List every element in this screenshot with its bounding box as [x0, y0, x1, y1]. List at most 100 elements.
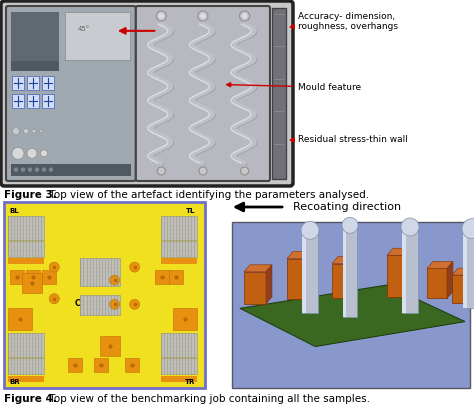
Polygon shape	[309, 252, 315, 299]
Bar	[155, 270, 169, 284]
Text: Top view of the artefact identifying the parameters analysed.: Top view of the artefact identifying the…	[46, 190, 369, 200]
Circle shape	[39, 130, 43, 133]
Bar	[272, 8, 286, 179]
Circle shape	[49, 168, 53, 171]
Circle shape	[15, 168, 18, 171]
Bar	[8, 241, 44, 257]
Bar	[81, 258, 120, 286]
Circle shape	[49, 262, 59, 272]
Text: 45°: 45°	[77, 25, 90, 31]
Circle shape	[12, 147, 24, 160]
Bar	[161, 376, 197, 382]
Text: Top view of the benchmarking job containing all the samples.: Top view of the benchmarking job contain…	[46, 394, 370, 404]
Circle shape	[40, 150, 47, 157]
Polygon shape	[240, 285, 465, 346]
Circle shape	[159, 13, 164, 18]
Text: BR: BR	[9, 379, 19, 385]
Bar	[10, 270, 24, 284]
Circle shape	[24, 128, 28, 134]
Polygon shape	[266, 265, 272, 304]
Bar	[64, 12, 130, 60]
Polygon shape	[332, 256, 356, 263]
Bar	[68, 358, 82, 372]
FancyBboxPatch shape	[136, 6, 270, 181]
Bar	[302, 230, 318, 313]
Circle shape	[109, 275, 119, 285]
Bar	[27, 76, 39, 90]
Bar	[8, 333, 44, 357]
Text: TR: TR	[185, 379, 195, 385]
Bar	[8, 376, 44, 382]
Bar	[11, 164, 131, 175]
Bar	[427, 268, 447, 299]
Polygon shape	[470, 268, 474, 303]
Bar	[463, 229, 474, 308]
Text: C: C	[74, 299, 80, 308]
Text: Recoating direction: Recoating direction	[293, 202, 401, 212]
Bar	[402, 227, 418, 313]
Text: Figure 3.: Figure 3.	[4, 190, 57, 200]
FancyBboxPatch shape	[1, 1, 293, 186]
Text: Residual stress-thin wall: Residual stress-thin wall	[291, 135, 408, 144]
Circle shape	[36, 168, 38, 171]
Circle shape	[32, 129, 36, 133]
Circle shape	[28, 168, 31, 171]
Circle shape	[49, 294, 59, 304]
Bar	[100, 336, 120, 356]
Bar	[8, 308, 32, 330]
Bar	[402, 227, 406, 313]
Circle shape	[156, 11, 166, 21]
Bar	[161, 216, 197, 240]
Circle shape	[239, 11, 250, 21]
Bar	[287, 258, 309, 299]
Bar	[42, 270, 56, 284]
Polygon shape	[387, 248, 415, 255]
Circle shape	[301, 221, 319, 239]
Bar	[232, 222, 470, 388]
Circle shape	[27, 148, 37, 158]
Bar	[463, 229, 467, 308]
Bar	[161, 333, 197, 357]
Circle shape	[241, 167, 248, 175]
Bar	[8, 216, 44, 240]
Bar	[125, 358, 138, 372]
Circle shape	[21, 168, 25, 171]
Text: BL: BL	[9, 208, 18, 214]
Circle shape	[12, 128, 19, 135]
Circle shape	[157, 167, 165, 175]
Bar	[173, 308, 197, 330]
Polygon shape	[452, 268, 474, 275]
Bar	[22, 273, 42, 293]
Bar	[42, 76, 54, 90]
Circle shape	[109, 299, 119, 309]
Polygon shape	[447, 261, 453, 299]
Polygon shape	[244, 265, 272, 272]
Text: Accuracy- dimension,
roughness, overhangs: Accuracy- dimension, roughness, overhang…	[290, 12, 398, 31]
Bar	[27, 94, 39, 108]
Bar	[11, 61, 59, 71]
Bar	[8, 258, 44, 264]
Bar	[161, 241, 197, 257]
Text: Figure 4.: Figure 4.	[4, 394, 57, 404]
Bar	[8, 358, 44, 374]
Circle shape	[401, 218, 419, 236]
Circle shape	[199, 167, 207, 175]
Circle shape	[198, 11, 208, 21]
Bar	[387, 255, 409, 297]
Bar	[332, 263, 350, 297]
Bar	[4, 202, 205, 388]
Polygon shape	[287, 252, 315, 258]
Bar	[11, 12, 59, 63]
Bar	[161, 358, 197, 374]
Bar	[452, 275, 470, 303]
Bar	[94, 358, 109, 372]
Bar	[42, 94, 54, 108]
Bar	[12, 76, 24, 90]
Bar	[169, 270, 183, 284]
Polygon shape	[427, 261, 453, 268]
Bar	[161, 258, 197, 264]
Polygon shape	[409, 248, 415, 297]
Bar	[81, 295, 120, 315]
FancyBboxPatch shape	[6, 6, 136, 181]
Text: TL: TL	[186, 208, 195, 214]
